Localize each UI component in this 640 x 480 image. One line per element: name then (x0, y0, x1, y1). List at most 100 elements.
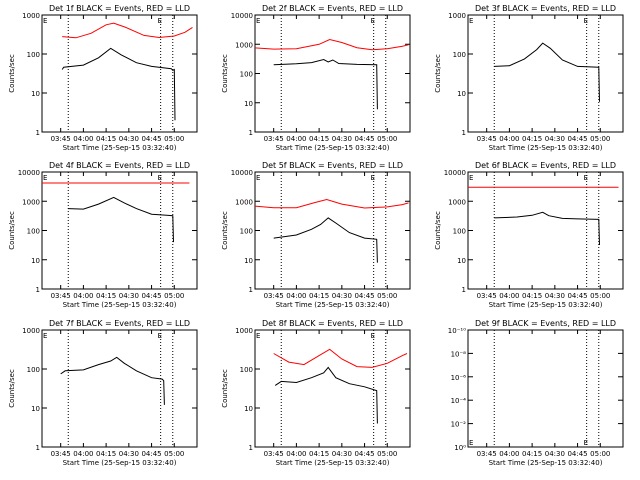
y-axis-label: Counts/sec (8, 211, 16, 250)
series-events-line (68, 196, 174, 243)
series-lld-line (254, 38, 409, 51)
y-tick-label: 10000 (231, 169, 253, 177)
y-tick-label: 100 (453, 228, 466, 236)
x-tick-label: 04:00 (499, 135, 519, 143)
x-tick-label: 04:30 (545, 135, 565, 143)
event-marker-label: E (469, 17, 473, 25)
y-tick-label: 100 (27, 51, 40, 59)
x-tick-label: 04:30 (119, 450, 139, 458)
y-tick-label: 1000 (22, 12, 40, 20)
panel-det-2: Det 2f BLACK = Events, RED = LLD Start Ti… (221, 4, 411, 152)
panel-det-9: Det 9f BLACK = Events, RED = LLD Start Ti… (448, 319, 624, 467)
event-marker-label: E (371, 332, 375, 340)
panel-det-1: Det 1f BLACK = Events, RED = LLD Start Ti… (8, 4, 198, 152)
x-tick-label: 04:00 (499, 292, 519, 300)
y-tick-label: 1000 (235, 327, 253, 335)
plot-frame (41, 329, 198, 448)
x-tick-label: 05:00 (377, 292, 397, 300)
x-tick-label: 04:00 (286, 135, 306, 143)
event-marker-label: E (256, 17, 260, 25)
series-events-line (273, 217, 378, 263)
y-tick-label: 1000 (448, 198, 466, 206)
plot-frame (254, 329, 411, 448)
series-lld-line (62, 22, 193, 39)
x-tick-label: 04:30 (332, 292, 352, 300)
y-tick-label: 10⁻² (451, 421, 467, 429)
y-tick-label: 100 (453, 51, 466, 59)
series-lld-line (273, 348, 408, 368)
x-tick-label: 03:45 (477, 135, 497, 143)
x-tick-label: 04:45 (141, 292, 161, 300)
x-tick-label: 03:45 (477, 292, 497, 300)
panel-title: Det 7f BLACK = Events, RED = LLD (49, 319, 190, 328)
event-marker-label: E (584, 174, 588, 182)
y-tick-label: 10 (457, 257, 466, 265)
plot-frame (254, 171, 411, 290)
event-marker-label: E (469, 174, 473, 182)
x-tick-label: 05:00 (590, 450, 610, 458)
panel-det-8: Det 8f BLACK = Events, RED = LLD Start Ti… (221, 319, 411, 467)
x-tick-label: 04:15 (96, 292, 116, 300)
x-tick-label: 04:45 (141, 135, 161, 143)
y-tick-label: 10 (244, 100, 253, 108)
x-tick-label: 04:00 (499, 450, 519, 458)
x-tick-label: 03:45 (51, 135, 71, 143)
y-tick-label: 1000 (235, 198, 253, 206)
y-tick-label: 10⁰ (454, 444, 466, 452)
panel-det-7: Det 7f BLACK = Events, RED = LLD Start Ti… (8, 319, 198, 467)
plot-frame (254, 14, 411, 133)
panel-det-4: Det 4f BLACK = Events, RED = LLD Start Ti… (8, 161, 198, 309)
y-axis-label: Counts/sec (221, 369, 229, 408)
y-tick-label: 1000 (22, 198, 40, 206)
x-tick-label: 04:00 (286, 292, 306, 300)
event-marker-label: E (158, 174, 162, 182)
panel-det-6: Det 6f BLACK = Events, RED = LLD Start Ti… (434, 161, 624, 309)
x-tick-label: 03:45 (264, 292, 284, 300)
series-events-line (61, 47, 176, 121)
y-axis-label: Counts/sec (221, 54, 229, 93)
x-tick-label: 04:15 (96, 135, 116, 143)
x-tick-label: 04:00 (73, 292, 93, 300)
y-tick-label: 1000 (448, 12, 466, 20)
x-tick-label: 04:30 (332, 450, 352, 458)
panel-title: Det 6f BLACK = Events, RED = LLD (475, 161, 616, 170)
event-marker-label: E (469, 439, 473, 447)
x-tick-label: 04:15 (309, 292, 329, 300)
event-marker-label: E (158, 17, 162, 25)
y-tick-label: 1 (249, 444, 253, 452)
x-tick-label: 04:15 (309, 135, 329, 143)
y-tick-label: 10 (31, 90, 40, 98)
event-marker-label: E (43, 174, 47, 182)
y-tick-label: 10 (31, 257, 40, 265)
y-axis-label: Counts/sec (8, 369, 16, 408)
y-tick-label: 1 (249, 129, 253, 137)
x-tick-label: 04:45 (141, 450, 161, 458)
y-tick-label: 10⁻⁶ (451, 374, 467, 382)
x-axis-label: Start Time (25-Sep-15 03:32:40) (276, 144, 390, 152)
event-marker-label: E (371, 174, 375, 182)
event-marker-label: E (584, 439, 588, 447)
x-tick-label: 03:45 (51, 292, 71, 300)
panel-title: Det 3f BLACK = Events, RED = LLD (475, 4, 616, 13)
x-tick-label: 03:45 (264, 135, 284, 143)
x-tick-label: 04:45 (567, 450, 587, 458)
x-tick-label: 03:45 (51, 450, 71, 458)
y-axis-label: Counts/sec (8, 54, 16, 93)
x-tick-label: 04:00 (73, 135, 93, 143)
y-tick-label: 10 (457, 90, 466, 98)
y-axis-label: Counts/sec (221, 211, 229, 250)
event-marker-label: E (43, 332, 47, 340)
x-tick-label: 04:45 (354, 450, 374, 458)
x-tick-label: 05:00 (377, 450, 397, 458)
x-tick-label: 05:00 (590, 292, 610, 300)
y-tick-label: 100 (240, 228, 253, 236)
panel-title: Det 4f BLACK = Events, RED = LLD (49, 161, 190, 170)
y-tick-label: 100 (27, 228, 40, 236)
plot-frame (467, 14, 624, 133)
panel-title: Det 8f BLACK = Events, RED = LLD (262, 319, 403, 328)
x-axis-label: Start Time (25-Sep-15 03:32:40) (276, 459, 390, 467)
y-tick-label: 10 (244, 405, 253, 413)
y-tick-label: 1 (36, 286, 40, 294)
event-marker-label: E (256, 332, 260, 340)
